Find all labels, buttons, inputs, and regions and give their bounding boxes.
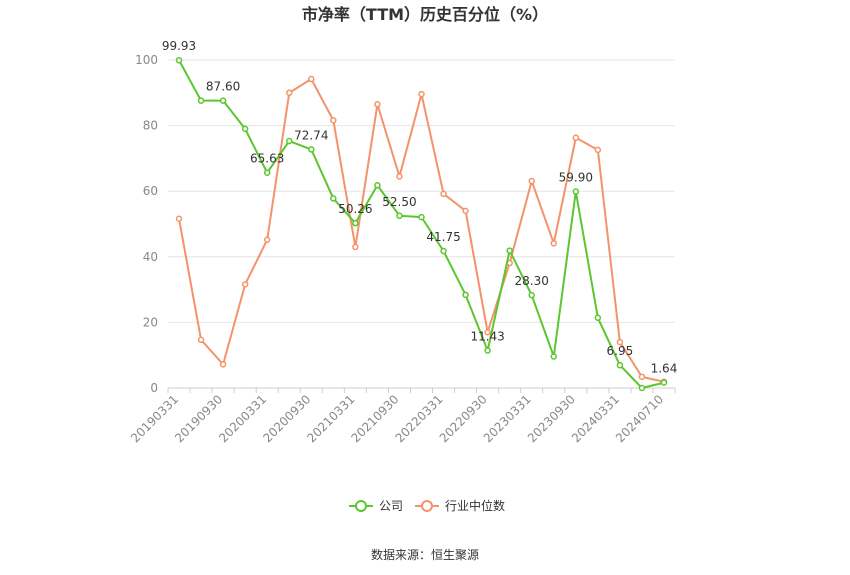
data-point [352, 243, 359, 251]
data-point [660, 379, 668, 386]
data-point [175, 215, 183, 223]
series-line [178, 59, 665, 389]
data-point [484, 347, 491, 354]
data-point [308, 75, 315, 83]
data-point [616, 361, 624, 369]
legend-label: 公司 [379, 499, 403, 513]
data-point [440, 247, 447, 255]
data-point [528, 291, 535, 299]
data-point [330, 195, 337, 202]
x-axis: 2019033120190930202003312020093020210331… [128, 387, 676, 445]
data-point [197, 97, 205, 104]
data-point [285, 89, 293, 97]
legend-item[interactable]: 行业中位数 [415, 498, 505, 513]
data-point [285, 137, 293, 145]
data-point [638, 384, 646, 392]
data-point [374, 182, 381, 189]
data-label: 65.63 [250, 152, 284, 166]
y-tick-label: 100 [135, 53, 158, 67]
data-point [572, 134, 580, 141]
data-point [418, 90, 425, 98]
data-point [352, 219, 359, 227]
data-point [462, 291, 469, 299]
y-tick-label: 60 [143, 184, 158, 198]
grid [168, 59, 675, 389]
data-point [528, 177, 535, 185]
data-label: 50.26 [338, 202, 372, 216]
data-label: 99.93 [162, 39, 196, 53]
data-label: 11.43 [470, 330, 504, 344]
source-note: 数据来源：恒生聚源 [371, 547, 479, 562]
data-label: 72.74 [294, 128, 328, 142]
data-point [241, 125, 249, 133]
data-point [396, 212, 403, 220]
data-point [396, 173, 403, 180]
data-labels: 99.93 87.60 65.63 72.74 50.26 52.50 41.75 11.43… [162, 39, 677, 375]
chart-title: 市净率（TTM）历史百分位（%） [302, 5, 548, 24]
data-point [638, 373, 646, 381]
data-point [506, 247, 513, 254]
series-layer [175, 56, 668, 392]
data-label: 41.75 [426, 230, 460, 244]
data-point [440, 190, 447, 198]
legend-item[interactable]: 公司 [349, 499, 403, 513]
data-point [241, 281, 249, 288]
data-point [418, 213, 425, 221]
data-point [330, 117, 337, 124]
data-point [219, 97, 227, 104]
data-point [484, 328, 491, 336]
data-label: 87.60 [206, 80, 240, 94]
data-point [616, 338, 624, 346]
data-point [263, 236, 271, 243]
data-point [572, 188, 580, 195]
y-axis: 0 20 40 60 80 100 [135, 53, 158, 395]
series-line [178, 78, 665, 383]
data-label: 6.95 [607, 344, 634, 358]
legend-swatch-marker [355, 500, 367, 512]
legend[interactable]: 公司 行业中位数 [349, 498, 505, 513]
data-point [594, 314, 602, 322]
y-tick-label: 20 [143, 315, 158, 329]
legend-swatch-marker [421, 500, 433, 512]
data-point [462, 207, 469, 215]
data-point [374, 101, 381, 108]
data-point [550, 353, 558, 360]
data-point [308, 146, 315, 153]
y-tick-label: 40 [143, 250, 158, 264]
y-tick-label: 0 [150, 381, 158, 395]
data-label: 1.64 [651, 362, 678, 376]
data-label: 28.30 [515, 274, 549, 288]
data-point [197, 336, 205, 344]
data-point [219, 361, 227, 368]
legend-label: 行业中位数 [445, 498, 505, 513]
data-point [550, 240, 558, 247]
data-point [594, 146, 602, 154]
x-tick-label: 20240710 [613, 392, 666, 445]
y-tick-label: 80 [143, 119, 158, 133]
data-label: 52.50 [382, 195, 416, 209]
data-point [263, 169, 271, 176]
data-label: 59.90 [559, 171, 593, 185]
data-point [175, 56, 183, 64]
